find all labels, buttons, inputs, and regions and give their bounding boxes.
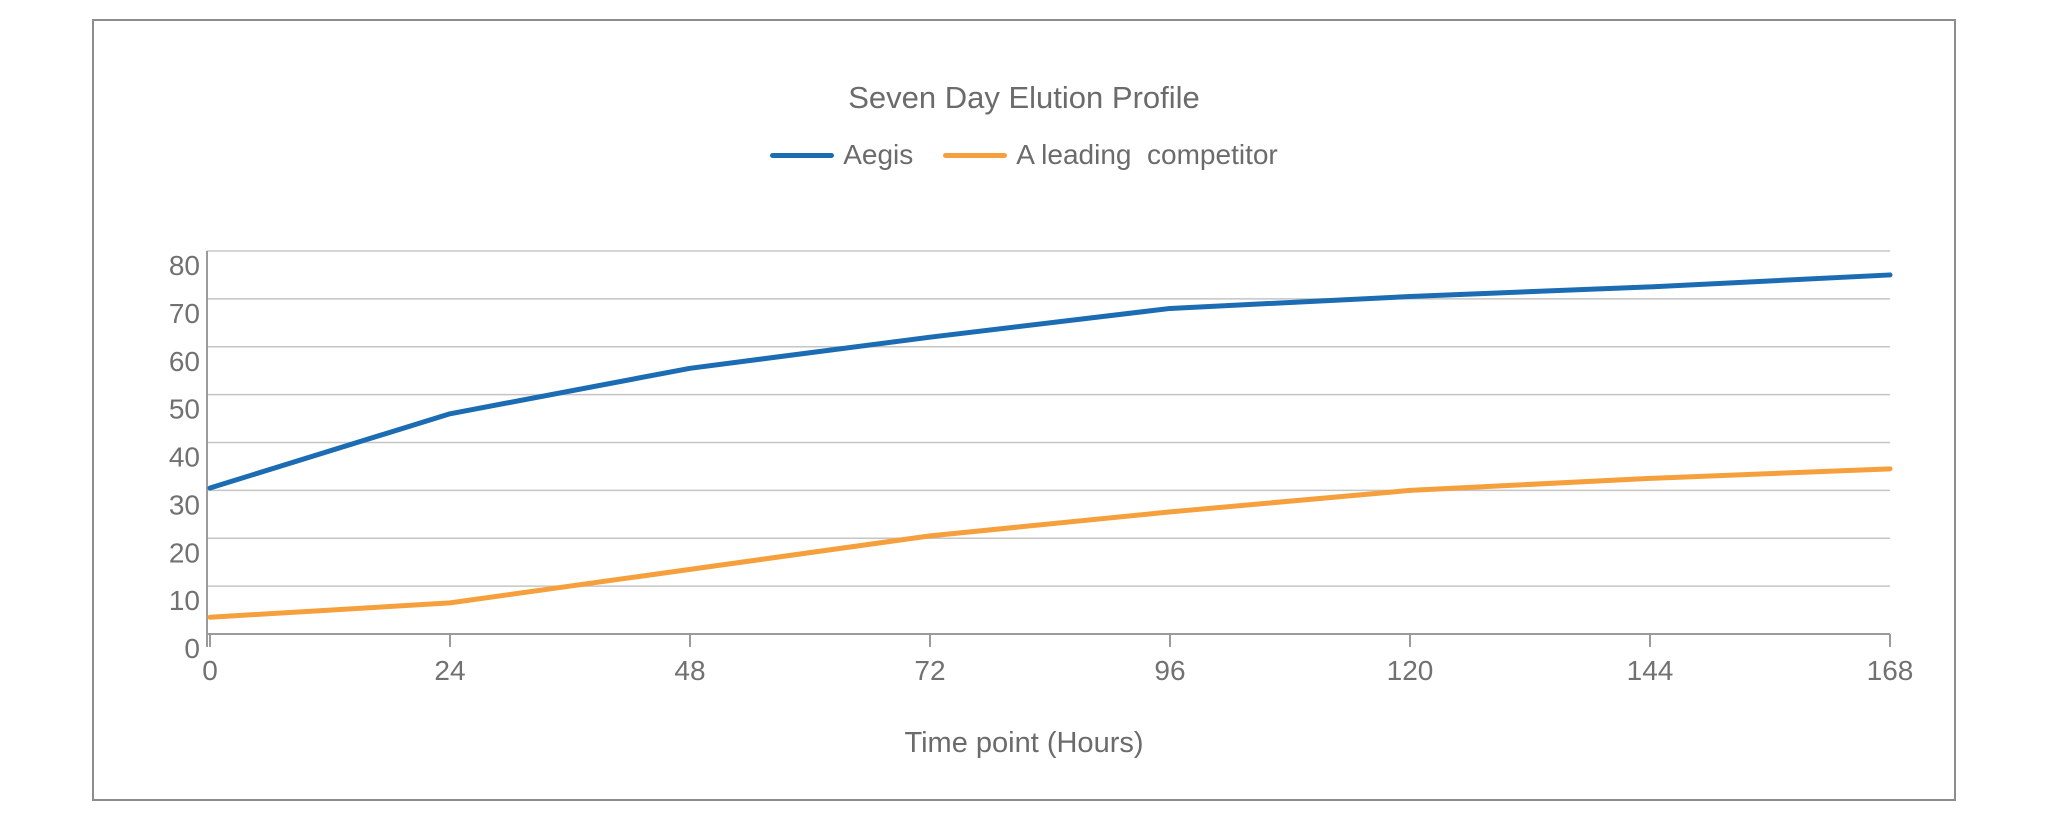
y-tick-label-0: 0 [184, 633, 200, 664]
x-tick-label-96: 96 [1154, 655, 1185, 686]
x-tick-label-168: 168 [1867, 655, 1914, 686]
legend-item-competitor: A leading competitor [943, 139, 1278, 171]
aegis-legend-label: Aegis [843, 139, 914, 170]
x-tick-label-72: 72 [914, 655, 945, 686]
y-tick-label-20: 20 [169, 537, 200, 568]
legend: Aegis A leading competitor [94, 138, 1954, 172]
x-tick-label-120: 120 [1387, 655, 1434, 686]
competitor-legend-label: A leading competitor [1016, 139, 1278, 170]
x-tick-label-24: 24 [434, 655, 465, 686]
x-tick-label-48: 48 [674, 655, 705, 686]
competitor-legend-line-swatch [943, 152, 1008, 158]
x-tick-label-0: 0 [202, 655, 218, 686]
y-tick-label-70: 70 [169, 298, 200, 329]
y-tick-label-60: 60 [169, 346, 200, 377]
chart-frame: Seven Day Elution Profile Aegis A leadin… [92, 19, 1956, 801]
aegis-legend-line-swatch [770, 152, 835, 158]
y-tick-label-10: 10 [169, 585, 200, 616]
aegis-series-line [207, 272, 1893, 491]
y-tick-label-50: 50 [169, 394, 200, 425]
y-tick-label-40: 40 [169, 442, 200, 473]
legend-item-aegis: Aegis [770, 139, 913, 171]
y-tick-label-30: 30 [169, 489, 200, 520]
x-tick-label-144: 144 [1627, 655, 1674, 686]
y-tick-label-80: 80 [169, 250, 200, 281]
competitor-series-line [207, 466, 1893, 620]
chart-title: Seven Day Elution Profile [848, 80, 1200, 115]
x-axis-title: Time point (Hours) [904, 727, 1144, 759]
elution-profile-line-chart: 0 10 20 30 40 50 60 70 80 0 24 48 72 96 120 144 168 [169, 250, 1914, 686]
